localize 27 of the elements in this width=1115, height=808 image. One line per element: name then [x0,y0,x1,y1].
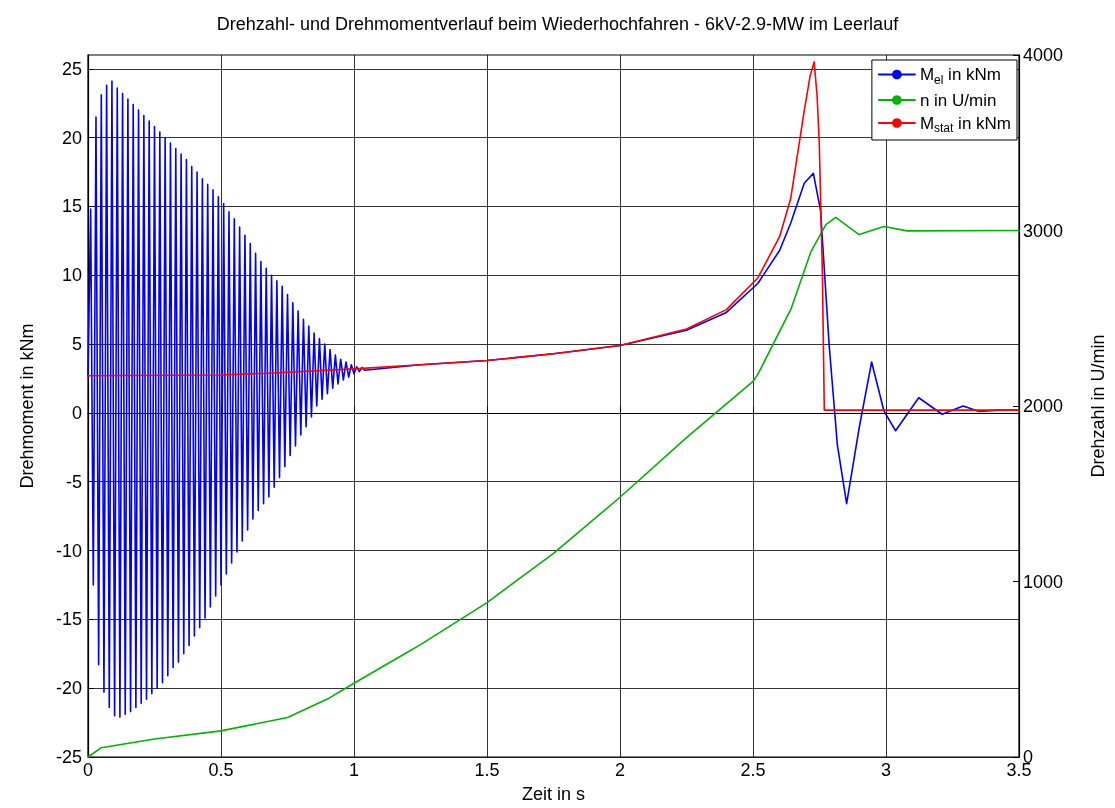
legend-label: n in U/min [919,90,997,110]
y2-tick-label: 1000 [1023,571,1064,592]
chart-title: Drehzahl- und Drehmomentverlauf beim Wiederhochfahren - 6kV-2.9-MW im Leerlauf [216,14,900,34]
y-tick-label: 25 [61,58,82,79]
x-tick-label: 0.5 [208,760,234,780]
y-axis-title: Drehmoment in kNm [17,323,37,489]
x-tick-label: 2 [614,760,626,780]
y-tick-label: -25 [55,747,82,767]
y-tick-label: 15 [61,196,82,217]
y-tick-label: -5 [65,471,82,492]
y-tick-label: -10 [55,540,82,561]
y2-tick-label: 4000 [1023,45,1064,65]
x-axis-title: Zeit in s [521,784,586,804]
x-tick-label: 1.5 [474,760,500,780]
x-tick-label: 2.5 [740,760,766,780]
y-tick-label: 5 [71,334,82,355]
x-tick-label: 1 [348,760,360,780]
y2-axis-title: Drehzahl in U/min [1088,334,1108,478]
y2-tick-label: 2000 [1023,396,1064,416]
y-tick-label: 10 [61,265,82,286]
y-tick-label: 0 [71,402,82,423]
x-tick-label: 3 [880,760,892,780]
y-tick-label: -15 [55,609,82,630]
y-tick-label: 20 [61,127,82,148]
y-tick-label: -20 [55,678,82,699]
y2-tick-label: 3000 [1023,220,1064,241]
line-series [87,61,1020,411]
